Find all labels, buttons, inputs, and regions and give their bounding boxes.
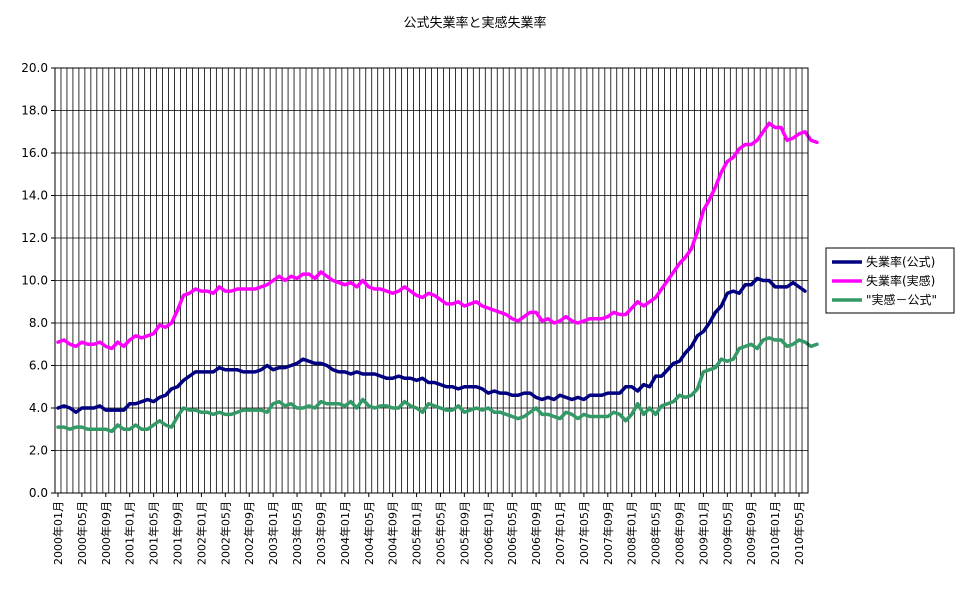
x-axis-ticks: 2000年01月 2000年05月 2000年09月 2001年01月 2001年05月… xyxy=(51,493,806,565)
plot-border xyxy=(54,67,809,494)
x-tick-label: 2000年09月 xyxy=(99,501,113,565)
x-tick-label: 2009年01月 xyxy=(696,501,710,565)
x-tick-label: 2005年09月 xyxy=(457,501,471,565)
y-tick-label: 6.0 xyxy=(29,359,48,373)
y-axis-ticks: 0.0 2.0 4.0 6.0 8.0 10.0 12.0 14.0 16.0 18.0 20.0 xyxy=(21,61,55,500)
x-tick-label: 2001年01月 xyxy=(123,501,137,565)
x-tick-label: 2003年09月 xyxy=(314,501,328,565)
y-tick-label: 8.0 xyxy=(29,316,48,330)
x-tick-label: 2007年05月 xyxy=(577,501,591,565)
x-tick-label: 2000年05月 xyxy=(75,501,89,565)
x-tick-label: 2004年09月 xyxy=(386,501,400,565)
y-tick-label: 4.0 xyxy=(29,401,48,415)
x-tick-label: 2006年05月 xyxy=(505,501,519,565)
x-tick-label: 2010年05月 xyxy=(792,501,806,565)
x-tick-label: 2008年09月 xyxy=(673,501,687,565)
x-tick-label: 2000年01月 xyxy=(51,501,65,565)
y-tick-label: 18.0 xyxy=(21,104,48,118)
x-tick-label: 2006年09月 xyxy=(529,501,543,565)
series-line-3 xyxy=(56,336,819,434)
x-tick-label: 2003年05月 xyxy=(290,501,304,565)
x-tick-label: 2010年01月 xyxy=(768,501,782,565)
y-tick-label: 2.0 xyxy=(29,444,48,458)
x-tick-label: 2001年05月 xyxy=(147,501,161,565)
y-tick-label: 20.0 xyxy=(21,61,48,75)
legend-label-2: 失業率(実感) xyxy=(866,273,935,288)
x-tick-label: 2001年09月 xyxy=(171,501,185,565)
x-tick-label: 2008年05月 xyxy=(649,501,663,565)
x-tick-label: 2002年05月 xyxy=(218,501,232,565)
chart-title: 公式失業率と実感失業率 xyxy=(403,15,546,31)
y-tick-label: 12.0 xyxy=(21,231,48,245)
legend-label-1: 失業率(公式) xyxy=(866,254,935,269)
x-tick-label: 2002年09月 xyxy=(242,501,256,565)
legend: 失業率(公式) 失業率(実感) "実感－公式" xyxy=(825,247,955,314)
y-tick-label: 10.0 xyxy=(21,274,48,288)
series-lines xyxy=(56,121,819,434)
x-tick-label: 2006年01月 xyxy=(481,501,495,565)
series-line-2 xyxy=(56,121,819,351)
x-tick-label: 2005年05月 xyxy=(433,501,447,565)
y-tick-label: 14.0 xyxy=(21,189,48,203)
x-tick-label: 2004年01月 xyxy=(338,501,352,565)
x-tick-label: 2008年01月 xyxy=(625,501,639,565)
x-tick-label: 2007年01月 xyxy=(553,501,567,565)
x-tick-label: 2005年01月 xyxy=(410,501,424,565)
x-tick-label: 2002年01月 xyxy=(194,501,208,565)
grid xyxy=(55,67,808,494)
x-tick-label: 2009年09月 xyxy=(744,501,758,565)
x-tick-label: 2009年05月 xyxy=(720,501,734,565)
x-tick-label: 2004年05月 xyxy=(362,501,376,565)
y-tick-label: 0.0 xyxy=(29,486,48,500)
series-line-1 xyxy=(56,276,807,414)
y-tick-label: 16.0 xyxy=(21,146,48,160)
legend-label-3: "実感－公式" xyxy=(866,292,937,307)
x-tick-label: 2003年01月 xyxy=(266,501,280,565)
x-tick-label: 2007年09月 xyxy=(601,501,615,565)
